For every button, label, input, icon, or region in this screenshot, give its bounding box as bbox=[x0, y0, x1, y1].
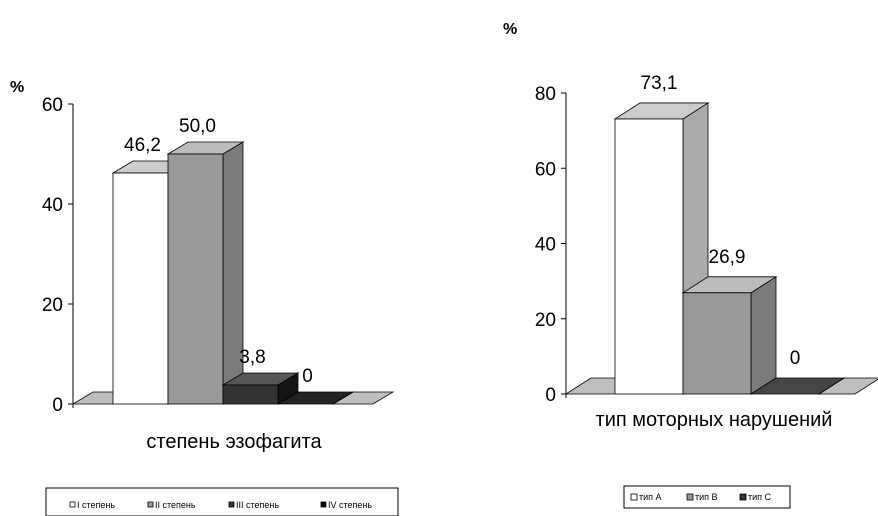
y-tick-label: 60 bbox=[42, 95, 63, 116]
y-tick-label: 0 bbox=[545, 385, 556, 406]
bar-front bbox=[112, 172, 169, 405]
data-label: 26,9 bbox=[709, 247, 746, 268]
legend-label-2: тип B bbox=[695, 492, 718, 502]
legend-frame bbox=[623, 485, 791, 509]
bar-top bbox=[749, 377, 846, 395]
y-tick-label: 0 bbox=[52, 395, 63, 416]
chart-marks: 0 20 40 60 46,2 50,0 3,8 0 bbox=[42, 95, 395, 416]
data-label: 0 bbox=[302, 366, 313, 387]
y-tick-label: 40 bbox=[42, 195, 63, 216]
legend-label-3: III степень bbox=[236, 500, 279, 510]
chart-marks: 0 20 40 60 80 73,1 26,9 0 bbox=[535, 73, 878, 406]
data-label: 50,0 bbox=[179, 116, 216, 137]
data-label: 0 bbox=[790, 348, 801, 369]
y-tick-label: 40 bbox=[535, 235, 556, 256]
bar-front bbox=[222, 384, 279, 405]
legend-swatch-3 bbox=[739, 493, 747, 501]
legend-swatch-2 bbox=[686, 493, 694, 501]
legend-swatch-3 bbox=[228, 501, 235, 508]
data-label: 46,2 bbox=[124, 135, 161, 156]
legend-swatch-4 bbox=[320, 501, 327, 508]
data-label: 3,8 bbox=[239, 347, 265, 368]
legend-label-3: тип C bbox=[748, 492, 772, 502]
legend: тип A тип B тип C bbox=[623, 485, 791, 509]
x-axis-title: степень эзофагита bbox=[146, 431, 322, 453]
bar-front bbox=[167, 153, 224, 405]
bar-side bbox=[750, 276, 777, 395]
y-tick-label: 80 bbox=[535, 84, 556, 105]
bar-front bbox=[682, 292, 752, 395]
y-unit-label: % bbox=[10, 79, 24, 96]
bar bbox=[681, 276, 778, 395]
bar bbox=[613, 102, 710, 395]
x-axis-title: тип моторных нарушений bbox=[596, 409, 833, 431]
y-tick-label: 20 bbox=[42, 295, 63, 316]
legend-swatch-1 bbox=[69, 501, 76, 508]
legend-swatch-2 bbox=[147, 501, 154, 508]
legend-frame bbox=[45, 487, 399, 516]
bar bbox=[276, 391, 355, 405]
data-label: 73,1 bbox=[641, 73, 678, 94]
bar-top bbox=[276, 391, 355, 405]
bar bbox=[166, 141, 245, 405]
y-tick-label: 20 bbox=[535, 310, 556, 331]
bar-front bbox=[614, 118, 684, 395]
legend: I степень II степень III степень IV степ… bbox=[45, 487, 399, 516]
y-unit-label: % bbox=[503, 21, 517, 38]
bar bbox=[749, 377, 846, 395]
legend-label-1: I степень bbox=[77, 500, 115, 510]
legend-label-2: II степень bbox=[155, 500, 196, 510]
chart-motor-disorders: % 0 20 40 60 80 73,1 26,9 0 тип моторных наруше… bbox=[503, 21, 878, 509]
y-tick-label: 60 bbox=[535, 159, 556, 180]
bar bbox=[221, 372, 300, 405]
legend-label-1: тип A bbox=[639, 492, 662, 502]
legend-label-4: IV степень bbox=[328, 500, 372, 510]
legend-swatch-1 bbox=[630, 493, 638, 501]
